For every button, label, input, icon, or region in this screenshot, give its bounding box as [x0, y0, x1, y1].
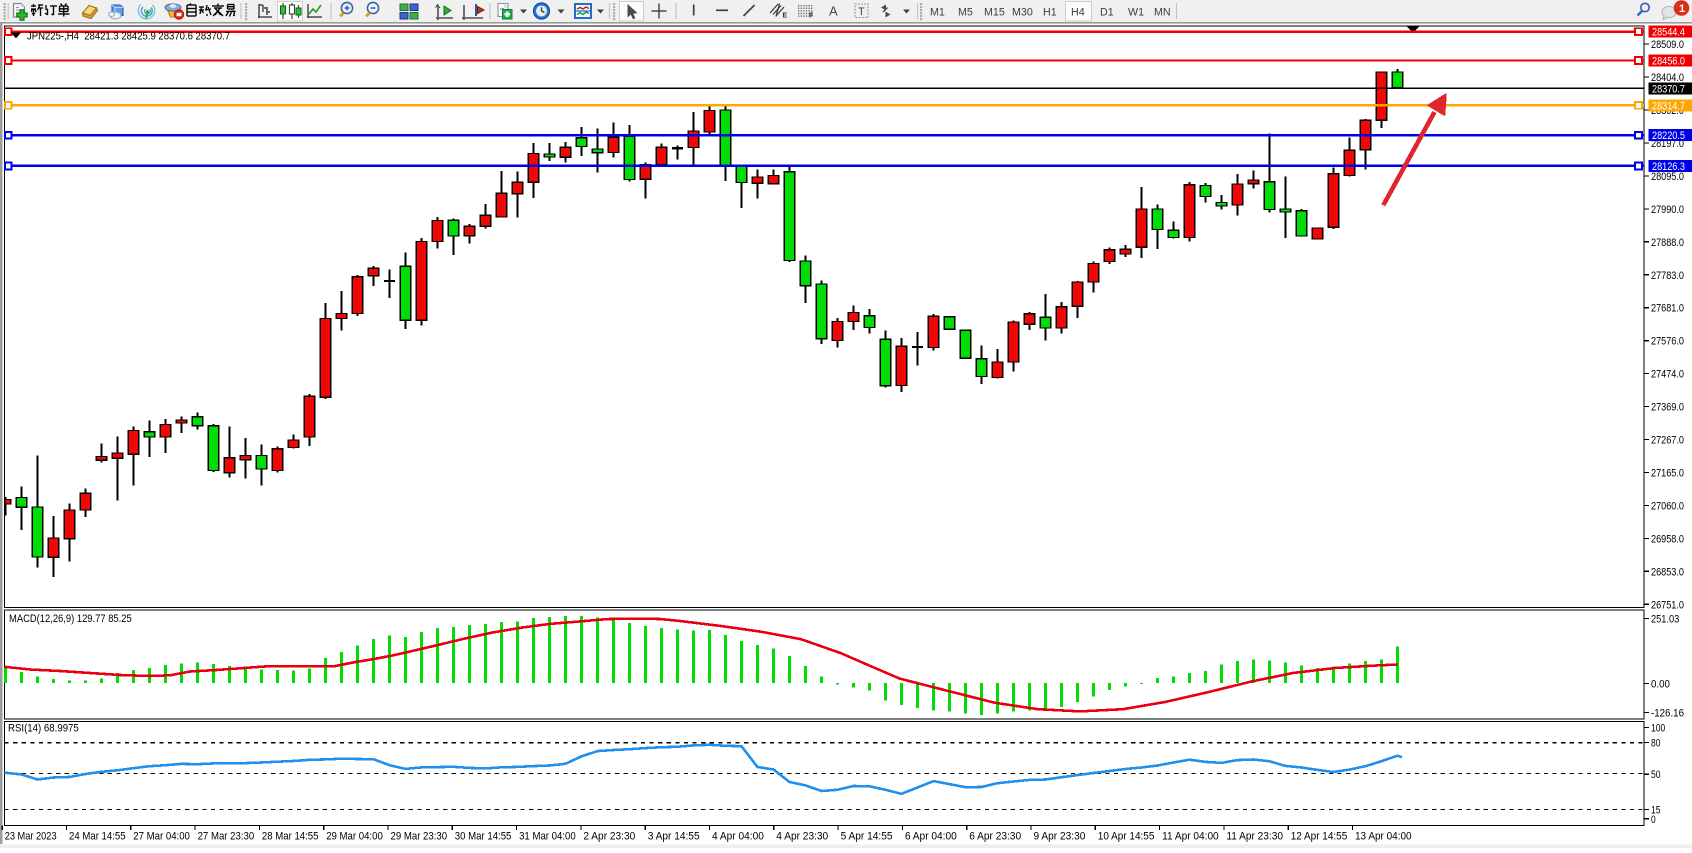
svg-text:A: A: [829, 4, 838, 19]
svg-text:RSI(14) 68.9975: RSI(14) 68.9975: [8, 723, 79, 735]
svg-text:0: 0: [1651, 814, 1656, 826]
svg-text:27 Mar 23:30: 27 Mar 23:30: [198, 831, 255, 843]
svg-text:29 Mar 04:00: 29 Mar 04:00: [326, 831, 383, 843]
svg-text:27990.0: 27990.0: [1651, 204, 1684, 216]
svg-text:6 Apr 04:00: 6 Apr 04:00: [905, 831, 957, 843]
svg-text:26751.0: 26751.0: [1651, 599, 1684, 611]
svg-text:M30: M30: [1012, 7, 1033, 19]
svg-text:27888.0: 27888.0: [1651, 237, 1684, 249]
svg-text:28314.7: 28314.7: [1652, 100, 1685, 112]
svg-text:11 Apr 23:30: 11 Apr 23:30: [1226, 831, 1283, 843]
svg-text:W1: W1: [1128, 7, 1144, 19]
svg-text:JPN225-,H4 28421.3 28425.9 28: JPN225-,H4 28421.3 28425.9 28370.6 28370…: [27, 31, 230, 43]
svg-text:28509.0: 28509.0: [1651, 39, 1684, 51]
svg-text:-126.16: -126.16: [1651, 708, 1684, 720]
svg-text:27165.0: 27165.0: [1651, 467, 1684, 479]
svg-text:24 Mar 14:55: 24 Mar 14:55: [69, 831, 126, 843]
svg-text:MACD(12,26,9) 129.77 85.25: MACD(12,26,9) 129.77 85.25: [9, 613, 132, 625]
svg-text:0.00: 0.00: [1651, 678, 1670, 690]
svg-text:28 Mar 14:55: 28 Mar 14:55: [262, 831, 319, 843]
svg-text:9 Apr 23:30: 9 Apr 23:30: [1034, 831, 1086, 843]
svg-text:26853.0: 26853.0: [1651, 566, 1684, 578]
svg-text:1: 1: [1679, 3, 1685, 15]
svg-text:T: T: [858, 6, 865, 18]
svg-text:30 Mar 14:55: 30 Mar 14:55: [455, 831, 512, 843]
svg-text:6 Apr 23:30: 6 Apr 23:30: [969, 831, 1021, 843]
svg-text:12 Apr 14:55: 12 Apr 14:55: [1291, 831, 1348, 843]
svg-text:10 Apr 14:55: 10 Apr 14:55: [1098, 831, 1155, 843]
svg-text:251.03: 251.03: [1651, 613, 1679, 625]
svg-text:28220.5: 28220.5: [1652, 130, 1685, 142]
svg-text:27267.0: 27267.0: [1651, 435, 1684, 447]
svg-text:26958.0: 26958.0: [1651, 533, 1684, 545]
svg-text:23 Mar 2023: 23 Mar 2023: [5, 831, 57, 843]
svg-text:27369.0: 27369.0: [1651, 402, 1684, 414]
svg-text:28370.7: 28370.7: [1652, 83, 1685, 95]
svg-text:13 Apr 04:00: 13 Apr 04:00: [1355, 831, 1412, 843]
svg-text:2 Apr 23:30: 2 Apr 23:30: [583, 831, 635, 843]
svg-text:M1: M1: [930, 7, 945, 19]
svg-text:E: E: [783, 13, 788, 20]
svg-text:28456.0: 28456.0: [1652, 56, 1685, 68]
svg-text:100: 100: [1651, 723, 1665, 735]
svg-text:4 Apr 04:00: 4 Apr 04:00: [712, 831, 764, 843]
svg-text:5 Apr 14:55: 5 Apr 14:55: [841, 831, 893, 843]
svg-text:11 Apr 04:00: 11 Apr 04:00: [1162, 831, 1219, 843]
svg-text:27474.0: 27474.0: [1651, 369, 1684, 381]
svg-text:3 Apr 14:55: 3 Apr 14:55: [648, 831, 700, 843]
svg-text:27681.0: 27681.0: [1651, 303, 1684, 315]
svg-text:4 Apr 23:30: 4 Apr 23:30: [776, 831, 828, 843]
svg-text:H4: H4: [1071, 7, 1085, 19]
svg-text:27 Mar 04:00: 27 Mar 04:00: [133, 831, 190, 843]
svg-text:MN: MN: [1154, 7, 1171, 19]
svg-text:31 Mar 04:00: 31 Mar 04:00: [519, 831, 576, 843]
svg-text:D1: D1: [1100, 7, 1114, 19]
svg-text:29 Mar 23:30: 29 Mar 23:30: [391, 831, 448, 843]
svg-text:F: F: [809, 13, 814, 20]
svg-text:27060.0: 27060.0: [1651, 500, 1684, 512]
svg-text:M5: M5: [958, 7, 973, 19]
svg-text:50: 50: [1651, 769, 1660, 781]
svg-text:28404.0: 28404.0: [1651, 72, 1684, 84]
svg-text:M15: M15: [984, 7, 1005, 19]
svg-text:H1: H1: [1043, 7, 1057, 19]
svg-text:28126.3: 28126.3: [1652, 161, 1685, 173]
svg-text:27576.0: 27576.0: [1651, 336, 1684, 348]
svg-text:27783.0: 27783.0: [1651, 270, 1684, 282]
svg-text:80: 80: [1651, 738, 1660, 750]
